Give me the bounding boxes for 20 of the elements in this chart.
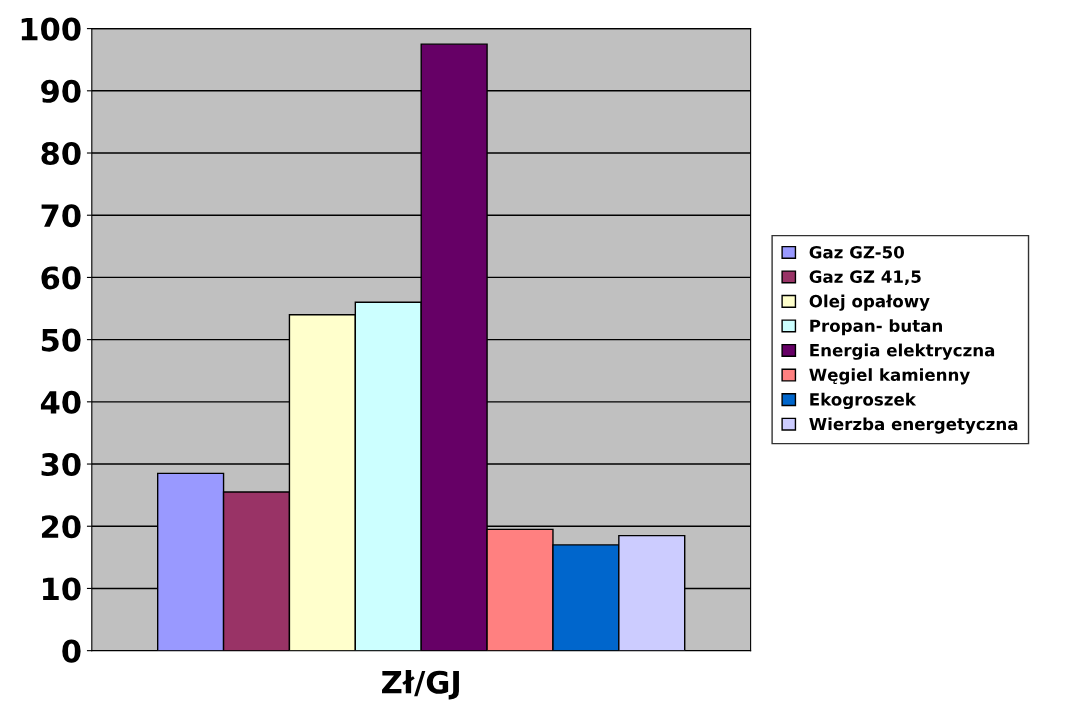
y-tick-label: 70 [41,204,81,228]
legend-label: Gaz GZ 41,5 [809,270,921,286]
legend-label: Wierzba energetyczna [809,417,1018,434]
y-tick-label: 10 [43,577,81,601]
y-tick-label: 80 [41,141,81,166]
y-tick-label: 50 [41,328,81,352]
legend-label: Węgiel kamienny [809,368,970,385]
legend-label: Energia elektryczna [810,343,995,360]
y-tick-label: 90 [41,79,81,103]
y-tick-label: 0 [62,639,81,663]
y-tick-label: 60 [41,266,81,290]
y-tick-label: 40 [40,390,81,414]
legend-label: Olej opałowy [809,294,930,311]
legend-label: Gaz GZ-50 [809,245,904,259]
y-tick-label: 100 [21,17,81,41]
x-tick-label: Zł/GJ [382,670,459,700]
legend-label: Propan- butan [810,319,942,336]
legend-label: Ekogroszek [810,392,917,410]
y-tick-label: 20 [41,515,81,539]
y-tick-label: 30 [41,452,81,477]
